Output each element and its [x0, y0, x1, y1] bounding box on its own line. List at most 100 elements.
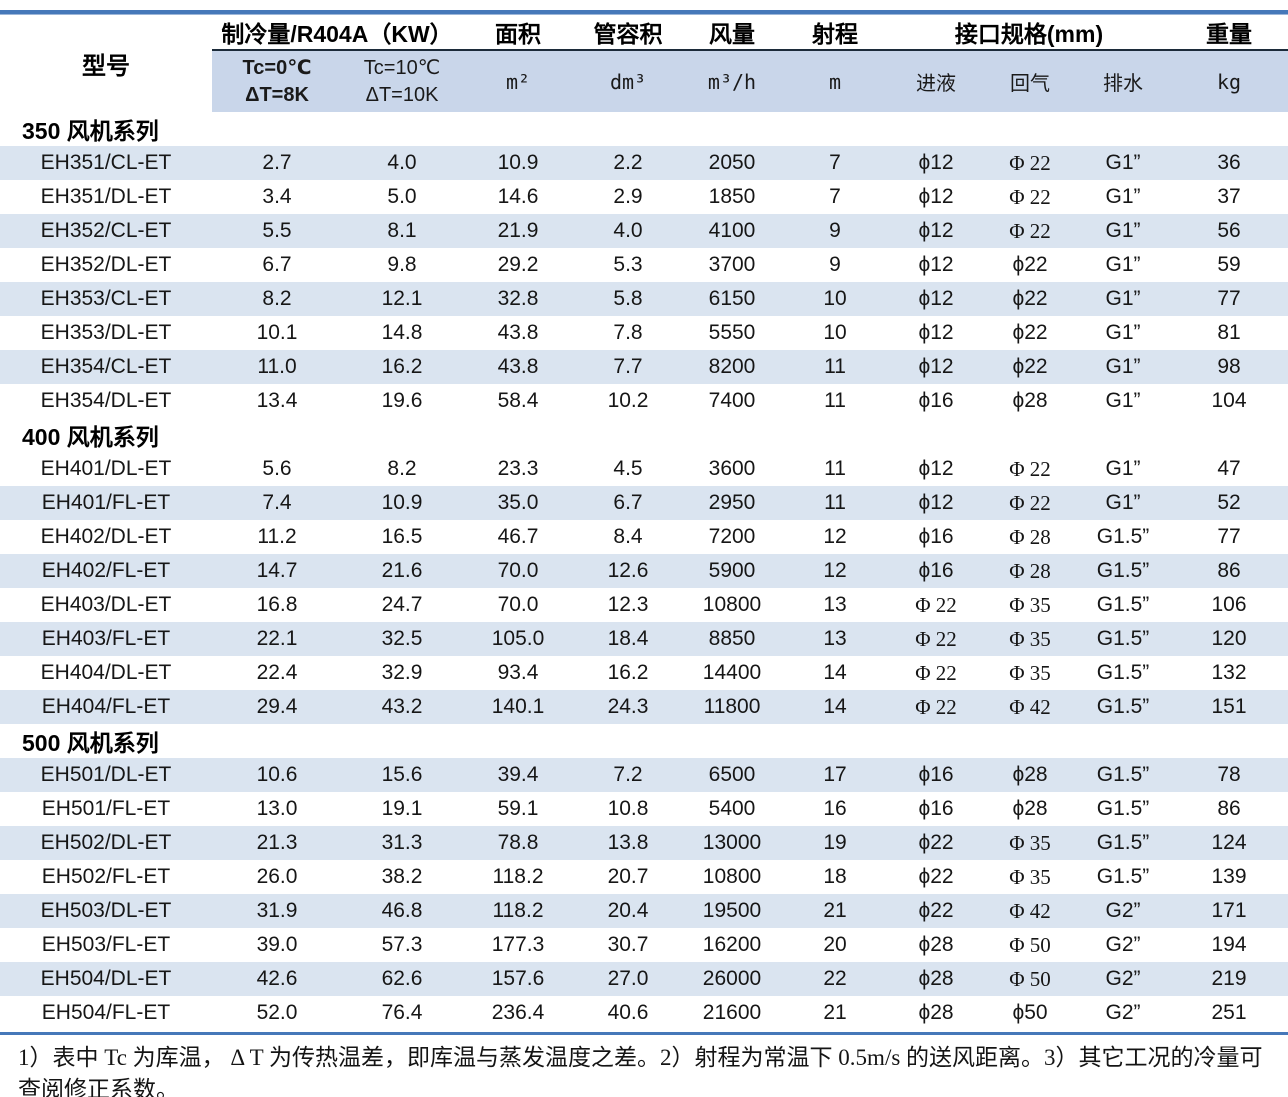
cell-model: EH354/CL-ET — [0, 350, 212, 384]
cell-model: EH502/DL-ET — [0, 826, 212, 860]
cell-area: 70.0 — [462, 588, 574, 622]
section-title: 350 风机系列 — [0, 112, 1288, 146]
cell-range: 17 — [782, 758, 888, 792]
cell-airflow: 8200 — [682, 350, 782, 384]
cell-model: EH354/DL-ET — [0, 384, 212, 418]
cell-area: 93.4 — [462, 656, 574, 690]
cell-liquid: ϕ16 — [888, 554, 984, 588]
table-row: EH501/FL-ET 13.0 19.1 59.1 10.8 5400 16 ϕ16 ϕ28 G… — [0, 792, 1288, 826]
cell-airflow: 13000 — [682, 826, 782, 860]
cell-weight: 219 — [1170, 962, 1288, 996]
cell-weight: 139 — [1170, 860, 1288, 894]
cell-airflow: 11800 — [682, 690, 782, 724]
cell-liquid: ϕ12 — [888, 316, 984, 350]
cell-volume: 8.4 — [574, 520, 682, 554]
column-header-area: 面积 — [462, 15, 574, 51]
cell-tc0: 2.7 — [212, 146, 342, 180]
cell-volume: 30.7 — [574, 928, 682, 962]
cell-range: 7 — [782, 146, 888, 180]
column-header-interface-spec: 接口规格(mm) — [888, 15, 1171, 51]
cell-tc0: 31.9 — [212, 894, 342, 928]
cell-weight: 56 — [1170, 214, 1288, 248]
cell-gas: ϕ22 — [984, 282, 1076, 316]
table-row: EH403/DL-ET 16.8 24.7 70.0 12.3 10800 13 Φ 22 Φ … — [0, 588, 1288, 622]
cell-airflow: 21600 — [682, 996, 782, 1030]
cell-weight: 36 — [1170, 146, 1288, 180]
cell-gas: Φ 50 — [984, 928, 1076, 962]
cell-liquid: ϕ16 — [888, 384, 984, 418]
cell-tc0: 16.8 — [212, 588, 342, 622]
cell-tc10: 46.8 — [342, 894, 462, 928]
cell-model: EH503/DL-ET — [0, 894, 212, 928]
spec-table: 型号 制冷量/R404A（KW） 面积 管容积 风量 射程 接口规格(mm) 重… — [0, 15, 1288, 1030]
table-row: EH404/DL-ET 22.4 32.9 93.4 16.2 14400 14 Φ 22 Φ … — [0, 656, 1288, 690]
cell-area: 177.3 — [462, 928, 574, 962]
cell-area: 46.7 — [462, 520, 574, 554]
cell-tc10: 4.0 — [342, 146, 462, 180]
top-divider — [0, 10, 1288, 15]
cell-tc10: 5.0 — [342, 180, 462, 214]
table-row: EH402/DL-ET 11.2 16.5 46.7 8.4 7200 12 ϕ16 Φ 28 G… — [0, 520, 1288, 554]
cell-weight: 171 — [1170, 894, 1288, 928]
subheader-tc10: Tc=10℃ ΔT=10K — [342, 50, 462, 112]
cell-liquid: ϕ16 — [888, 758, 984, 792]
cell-area: 118.2 — [462, 860, 574, 894]
cell-tc0: 6.7 — [212, 248, 342, 282]
cell-model: EH402/FL-ET — [0, 554, 212, 588]
cell-airflow: 26000 — [682, 962, 782, 996]
cell-gas: Φ 22 — [984, 214, 1076, 248]
cell-drain: G1.5” — [1076, 520, 1171, 554]
cell-model: EH404/DL-ET — [0, 656, 212, 690]
cell-volume: 10.2 — [574, 384, 682, 418]
cell-tc0: 13.4 — [212, 384, 342, 418]
cell-tc0: 10.6 — [212, 758, 342, 792]
cell-volume: 10.8 — [574, 792, 682, 826]
cell-gas: ϕ22 — [984, 350, 1076, 384]
table-row: EH502/FL-ET 26.0 38.2 118.2 20.7 10800 18 ϕ22 Φ … — [0, 860, 1288, 894]
cell-tc10: 32.9 — [342, 656, 462, 690]
cell-weight: 151 — [1170, 690, 1288, 724]
cell-range: 14 — [782, 690, 888, 724]
cell-model: EH504/DL-ET — [0, 962, 212, 996]
cell-airflow: 16200 — [682, 928, 782, 962]
cell-weight: 194 — [1170, 928, 1288, 962]
cell-airflow: 19500 — [682, 894, 782, 928]
cell-weight: 81 — [1170, 316, 1288, 350]
cell-gas: Φ 50 — [984, 962, 1076, 996]
cell-weight: 132 — [1170, 656, 1288, 690]
cell-tc10: 43.2 — [342, 690, 462, 724]
cell-tc10: 8.1 — [342, 214, 462, 248]
table-row: EH503/FL-ET 39.0 57.3 177.3 30.7 16200 20 ϕ28 Φ … — [0, 928, 1288, 962]
cell-area: 14.6 — [462, 180, 574, 214]
cell-weight: 104 — [1170, 384, 1288, 418]
cell-area: 70.0 — [462, 554, 574, 588]
cell-volume: 20.7 — [574, 860, 682, 894]
table-row: EH401/DL-ET 5.6 8.2 23.3 4.5 3600 11 ϕ12 Φ 22 G1”… — [0, 452, 1288, 486]
cell-model: EH402/DL-ET — [0, 520, 212, 554]
section-header-row: 350 风机系列 — [0, 112, 1288, 146]
cell-drain: G1” — [1076, 486, 1171, 520]
cell-gas: Φ 28 — [984, 520, 1076, 554]
column-header-airflow: 风量 — [682, 15, 782, 51]
table-row: EH353/DL-ET 10.1 14.8 43.8 7.8 5550 10 ϕ12 ϕ22 G1… — [0, 316, 1288, 350]
cell-model: EH501/DL-ET — [0, 758, 212, 792]
cell-model: EH404/FL-ET — [0, 690, 212, 724]
cell-gas: Φ 35 — [984, 588, 1076, 622]
table-row: EH352/CL-ET 5.5 8.1 21.9 4.0 4100 9 ϕ12 Φ 22 G1” 5… — [0, 214, 1288, 248]
cell-liquid: ϕ22 — [888, 860, 984, 894]
cell-drain: G1.5” — [1076, 860, 1171, 894]
cell-liquid: Φ 22 — [888, 690, 984, 724]
table-row: EH354/DL-ET 13.4 19.6 58.4 10.2 7400 11 ϕ16 ϕ28 G… — [0, 384, 1288, 418]
cell-liquid: Φ 22 — [888, 622, 984, 656]
cell-range: 12 — [782, 520, 888, 554]
cell-model: EH401/DL-ET — [0, 452, 212, 486]
table-row: EH501/DL-ET 10.6 15.6 39.4 7.2 6500 17 ϕ16 ϕ28 G1… — [0, 758, 1288, 792]
cell-weight: 78 — [1170, 758, 1288, 792]
cell-liquid: ϕ22 — [888, 894, 984, 928]
cell-drain: G2” — [1076, 928, 1171, 962]
cell-tc10: 57.3 — [342, 928, 462, 962]
cell-range: 13 — [782, 622, 888, 656]
cell-gas: Φ 22 — [984, 146, 1076, 180]
cell-tc10: 19.1 — [342, 792, 462, 826]
cell-area: 32.8 — [462, 282, 574, 316]
